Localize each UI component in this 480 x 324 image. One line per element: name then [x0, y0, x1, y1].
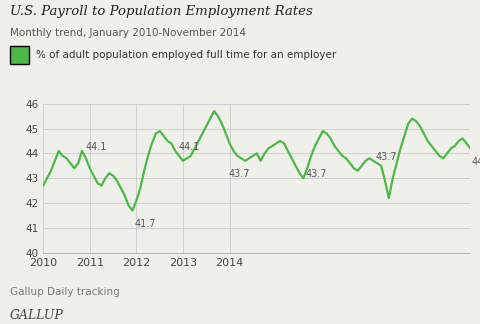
Text: % of adult population employed full time for an employer: % of adult population employed full time…: [36, 50, 336, 60]
Text: Gallup Daily tracking: Gallup Daily tracking: [10, 287, 120, 297]
Text: 43.7: 43.7: [305, 169, 327, 179]
Text: 44.1: 44.1: [86, 142, 108, 152]
Text: 44.2: 44.2: [471, 157, 480, 167]
Text: 43.7: 43.7: [375, 152, 397, 162]
Text: Monthly trend, January 2010-November 2014: Monthly trend, January 2010-November 201…: [10, 28, 246, 38]
Text: 41.7: 41.7: [134, 219, 156, 229]
Text: 44.1: 44.1: [179, 142, 200, 152]
Text: 43.7: 43.7: [229, 169, 251, 179]
Text: GALLUP: GALLUP: [10, 309, 63, 322]
Text: U.S. Payroll to Population Employment Rates: U.S. Payroll to Population Employment Ra…: [10, 5, 312, 18]
